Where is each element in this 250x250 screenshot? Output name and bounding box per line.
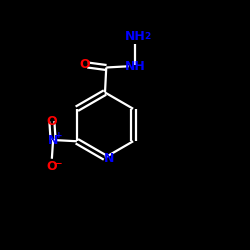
Text: 2: 2 — [144, 32, 150, 41]
Text: O: O — [46, 160, 57, 173]
Text: N: N — [48, 134, 58, 146]
Text: NH: NH — [124, 30, 146, 43]
Text: NH: NH — [124, 60, 146, 73]
Text: −: − — [54, 159, 61, 168]
Text: +: + — [55, 130, 63, 140]
Text: O: O — [46, 115, 57, 128]
Text: N: N — [104, 152, 115, 165]
Text: O: O — [80, 58, 90, 71]
